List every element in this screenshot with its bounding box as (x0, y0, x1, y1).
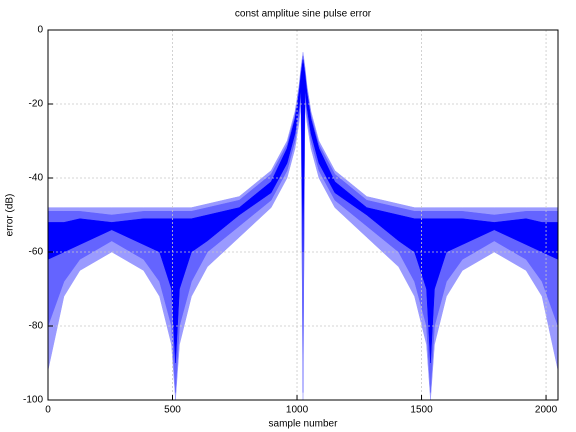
y-tick-label: -100 (23, 395, 43, 406)
x-tick-label: 500 (164, 405, 181, 416)
x-axis-label: sample number (269, 419, 339, 430)
plot-frame (47, 29, 559, 401)
x-tick-label: 2000 (535, 405, 558, 416)
x-tick-label: 1500 (410, 405, 433, 416)
y-tick-label: -40 (29, 173, 44, 184)
x-tick-label: 1000 (286, 405, 309, 416)
y-tick-label: 0 (37, 25, 43, 36)
y-axis-label: error (dB) (5, 194, 16, 237)
chart-title: const amplitue sine pulse error (235, 9, 372, 20)
x-tick-label: 0 (45, 405, 51, 416)
y-tick-label: -80 (29, 321, 44, 332)
y-tick-label: -60 (29, 247, 44, 258)
y-tick-label: -20 (29, 99, 44, 110)
